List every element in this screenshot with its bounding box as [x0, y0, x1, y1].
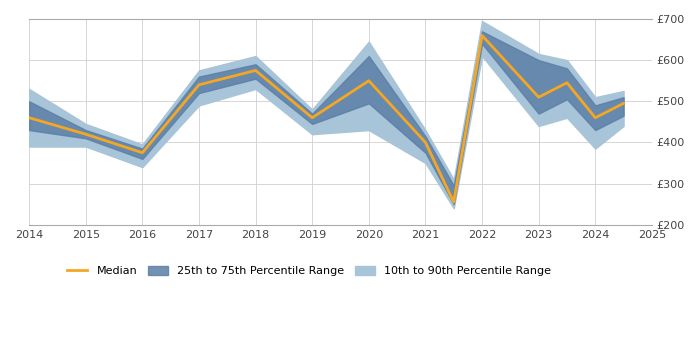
Legend: Median, 25th to 75th Percentile Range, 10th to 90th Percentile Range: Median, 25th to 75th Percentile Range, 1…: [63, 261, 556, 281]
